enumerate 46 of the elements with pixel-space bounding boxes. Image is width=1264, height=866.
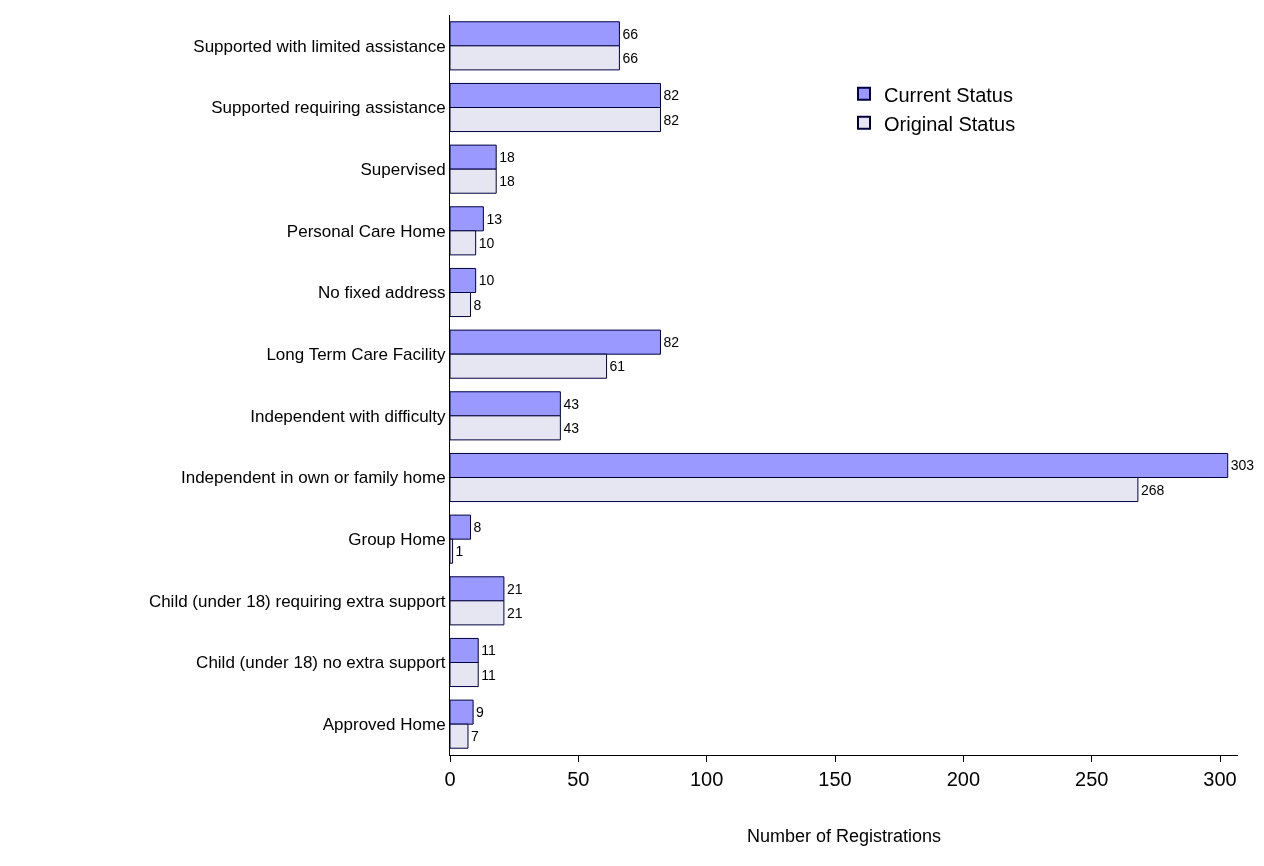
y-tick-label: Independent in own or family home [180, 468, 446, 488]
data-label: 82 [663, 87, 680, 104]
y-tick-label: Supported with limited assistance [193, 36, 446, 56]
x-tick-label: 50 [567, 768, 590, 790]
y-tick-label: Supervised [360, 160, 446, 180]
data-label: 82 [663, 111, 680, 128]
data-label: 9 [476, 704, 485, 721]
y-tick-label: Approved Home [322, 715, 446, 735]
data-label: 10 [478, 234, 495, 251]
data-label: 43 [563, 395, 580, 412]
data-label: 11 [481, 666, 496, 683]
y-tick-label: Group Home [348, 530, 446, 550]
data-label: 66 [622, 49, 639, 66]
data-label: 8 [473, 296, 482, 313]
x-tick-label: 100 [689, 768, 724, 790]
x-axis-title: Number of Registrations [746, 826, 942, 847]
legend-label: Current Status [884, 83, 1013, 106]
data-label: 61 [609, 358, 626, 375]
x-tick-label: 300 [1203, 768, 1237, 790]
x-tick-label: 250 [1075, 768, 1109, 790]
data-label: 11 [481, 642, 496, 659]
data-label: 7 [470, 728, 479, 745]
data-label: 21 [506, 604, 523, 621]
data-label: 303 [1230, 457, 1255, 474]
y-tick-label: Child (under 18) requiring extra support [148, 591, 446, 611]
y-tick-label: Long Term Care Facility [266, 345, 447, 365]
data-label: 21 [506, 580, 523, 597]
data-label: 8 [473, 519, 482, 536]
x-tick-label: 200 [946, 768, 981, 790]
x-tick-label: 0 [444, 768, 456, 790]
y-tick-label: Independent with difficulty [250, 406, 447, 426]
data-label: 13 [486, 210, 503, 227]
x-tick-label: 150 [818, 768, 852, 790]
data-label: 43 [563, 419, 580, 436]
legend-label: Original Status [884, 112, 1016, 135]
data-label: 268 [1140, 481, 1165, 498]
data-label: 66 [622, 25, 639, 42]
y-tick-label: Supported requiring assistance [211, 98, 446, 118]
data-label: 18 [499, 149, 515, 166]
data-label: 82 [663, 334, 680, 351]
y-tick-label: Personal Care Home [286, 221, 446, 241]
data-label: 18 [499, 173, 515, 190]
y-tick-label: Child (under 18) no extra support [196, 653, 446, 673]
data-label: 1 [455, 543, 464, 560]
data-label: 10 [478, 272, 495, 289]
y-tick-label: No fixed address [318, 283, 446, 303]
